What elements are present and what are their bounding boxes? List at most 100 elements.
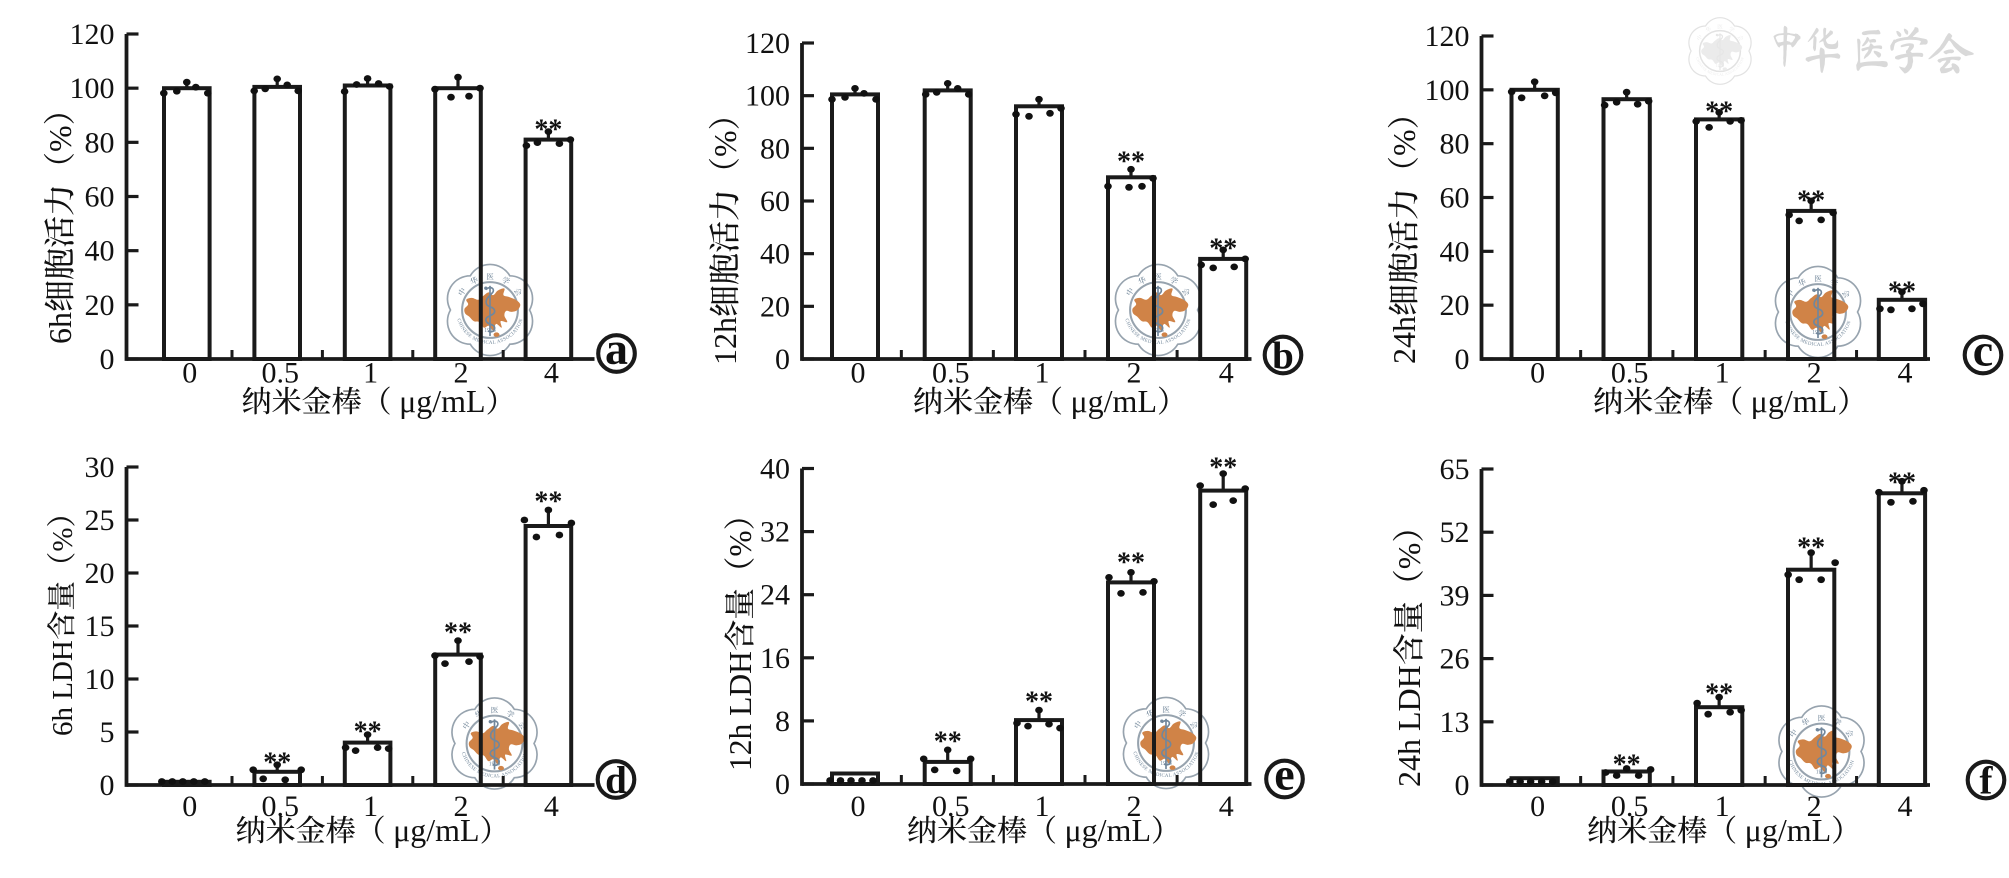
svg-text:4: 4 xyxy=(544,357,559,390)
svg-text:24: 24 xyxy=(760,579,790,612)
svg-text:16: 16 xyxy=(760,642,790,675)
svg-text:1915: 1915 xyxy=(1160,761,1172,767)
svg-text:**: ** xyxy=(1209,453,1237,484)
svg-text:d: d xyxy=(605,759,627,802)
svg-text:**: ** xyxy=(354,717,382,748)
svg-text:b: b xyxy=(1272,335,1294,378)
svg-text:**: ** xyxy=(1705,679,1733,710)
svg-text:1915: 1915 xyxy=(1716,63,1724,68)
svg-text:2: 2 xyxy=(1127,357,1142,390)
svg-text:0: 0 xyxy=(182,790,197,823)
svg-text:40: 40 xyxy=(760,238,790,271)
svg-text:10: 10 xyxy=(85,663,115,696)
svg-text:e: e xyxy=(1274,748,1294,799)
svg-text:2: 2 xyxy=(454,357,469,390)
svg-text:2: 2 xyxy=(1127,790,1142,823)
svg-text:80: 80 xyxy=(760,132,790,165)
svg-text:a: a xyxy=(605,323,628,374)
svg-text:%: % xyxy=(42,125,78,152)
svg-text:12h: 12h xyxy=(707,317,743,365)
svg-text:0: 0 xyxy=(1530,357,1545,390)
svg-text:0: 0 xyxy=(100,769,115,802)
svg-text:1915: 1915 xyxy=(1812,330,1824,336)
svg-text:39: 39 xyxy=(1440,579,1470,612)
svg-text:20: 20 xyxy=(1440,289,1470,322)
svg-text:%: % xyxy=(47,527,79,551)
svg-text:0.5: 0.5 xyxy=(1611,790,1649,823)
svg-text:120: 120 xyxy=(1425,20,1470,53)
svg-text:60: 60 xyxy=(1440,182,1470,215)
svg-text:120: 120 xyxy=(70,18,115,51)
svg-text:%: % xyxy=(723,530,758,556)
svg-text:**: ** xyxy=(263,748,291,779)
svg-text:1: 1 xyxy=(363,790,378,823)
svg-text:20: 20 xyxy=(85,289,115,322)
svg-text:0: 0 xyxy=(1530,790,1545,823)
svg-text:4: 4 xyxy=(544,790,559,823)
svg-text:1915: 1915 xyxy=(489,761,501,767)
svg-text:1915: 1915 xyxy=(1816,769,1828,775)
svg-text:**: ** xyxy=(534,487,562,518)
svg-text:24h LDH: 24h LDH xyxy=(1391,665,1427,787)
svg-text:8: 8 xyxy=(775,705,790,738)
svg-text:52: 52 xyxy=(1440,516,1470,549)
svg-text:30: 30 xyxy=(85,451,115,484)
svg-text:80: 80 xyxy=(85,126,115,159)
svg-text:**: ** xyxy=(1705,97,1733,128)
svg-text:**: ** xyxy=(1025,687,1053,718)
svg-text:%: % xyxy=(1391,543,1427,570)
svg-text:**: ** xyxy=(1117,548,1145,579)
svg-text:15: 15 xyxy=(85,610,115,643)
svg-text:1915: 1915 xyxy=(1152,328,1164,334)
svg-text:0: 0 xyxy=(182,357,197,390)
svg-text:100: 100 xyxy=(745,80,790,113)
svg-text:**: ** xyxy=(1888,468,1916,499)
svg-text:μg/mL: μg/mL xyxy=(1071,383,1157,419)
svg-text:0: 0 xyxy=(775,768,790,801)
svg-text:100: 100 xyxy=(1425,74,1470,107)
svg-text:2: 2 xyxy=(1807,357,1822,390)
svg-text:**: ** xyxy=(1117,147,1145,178)
svg-text:40: 40 xyxy=(760,453,790,486)
svg-text:4: 4 xyxy=(1897,790,1912,823)
svg-text:f: f xyxy=(1980,760,1994,803)
svg-text:μg/mL: μg/mL xyxy=(1745,812,1831,848)
svg-text:4: 4 xyxy=(1897,357,1912,390)
svg-text:1: 1 xyxy=(363,357,378,390)
svg-text:μg/mL: μg/mL xyxy=(1065,812,1151,848)
svg-text:c: c xyxy=(1973,324,1993,375)
svg-text:**: ** xyxy=(444,618,472,649)
svg-text:0: 0 xyxy=(851,790,866,823)
svg-text:60: 60 xyxy=(85,181,115,214)
svg-text:0.5: 0.5 xyxy=(932,357,970,390)
svg-text:32: 32 xyxy=(760,516,790,549)
svg-text:100: 100 xyxy=(70,72,115,105)
svg-text:12h LDH: 12h LDH xyxy=(723,651,758,771)
svg-text:20: 20 xyxy=(85,557,115,590)
svg-text:1: 1 xyxy=(1715,357,1730,390)
svg-text:0: 0 xyxy=(1455,769,1470,802)
svg-text:6h: 6h xyxy=(42,312,78,344)
svg-text:μg/mL: μg/mL xyxy=(1751,383,1837,419)
svg-text:80: 80 xyxy=(1440,128,1470,161)
svg-text:25: 25 xyxy=(85,504,115,537)
svg-text:**: ** xyxy=(1797,533,1825,564)
svg-text:13: 13 xyxy=(1440,706,1470,739)
svg-text:μg/mL: μg/mL xyxy=(393,812,479,848)
svg-text:**: ** xyxy=(1613,750,1641,781)
svg-text:40: 40 xyxy=(85,235,115,268)
svg-text:4: 4 xyxy=(1219,790,1234,823)
svg-text:2: 2 xyxy=(454,790,469,823)
svg-text:**: ** xyxy=(1888,277,1916,308)
svg-text:20: 20 xyxy=(760,290,790,323)
svg-text:**: ** xyxy=(1797,186,1825,217)
svg-text:4: 4 xyxy=(1219,357,1234,390)
svg-text:5: 5 xyxy=(100,716,115,749)
svg-text:6h LDH: 6h LDH xyxy=(47,640,79,736)
svg-text:1: 1 xyxy=(1715,790,1730,823)
svg-text:0: 0 xyxy=(775,343,790,376)
svg-text:0: 0 xyxy=(1455,343,1470,376)
svg-text:0.5: 0.5 xyxy=(261,357,299,390)
svg-text:**: ** xyxy=(934,727,962,758)
svg-text:1: 1 xyxy=(1035,790,1050,823)
